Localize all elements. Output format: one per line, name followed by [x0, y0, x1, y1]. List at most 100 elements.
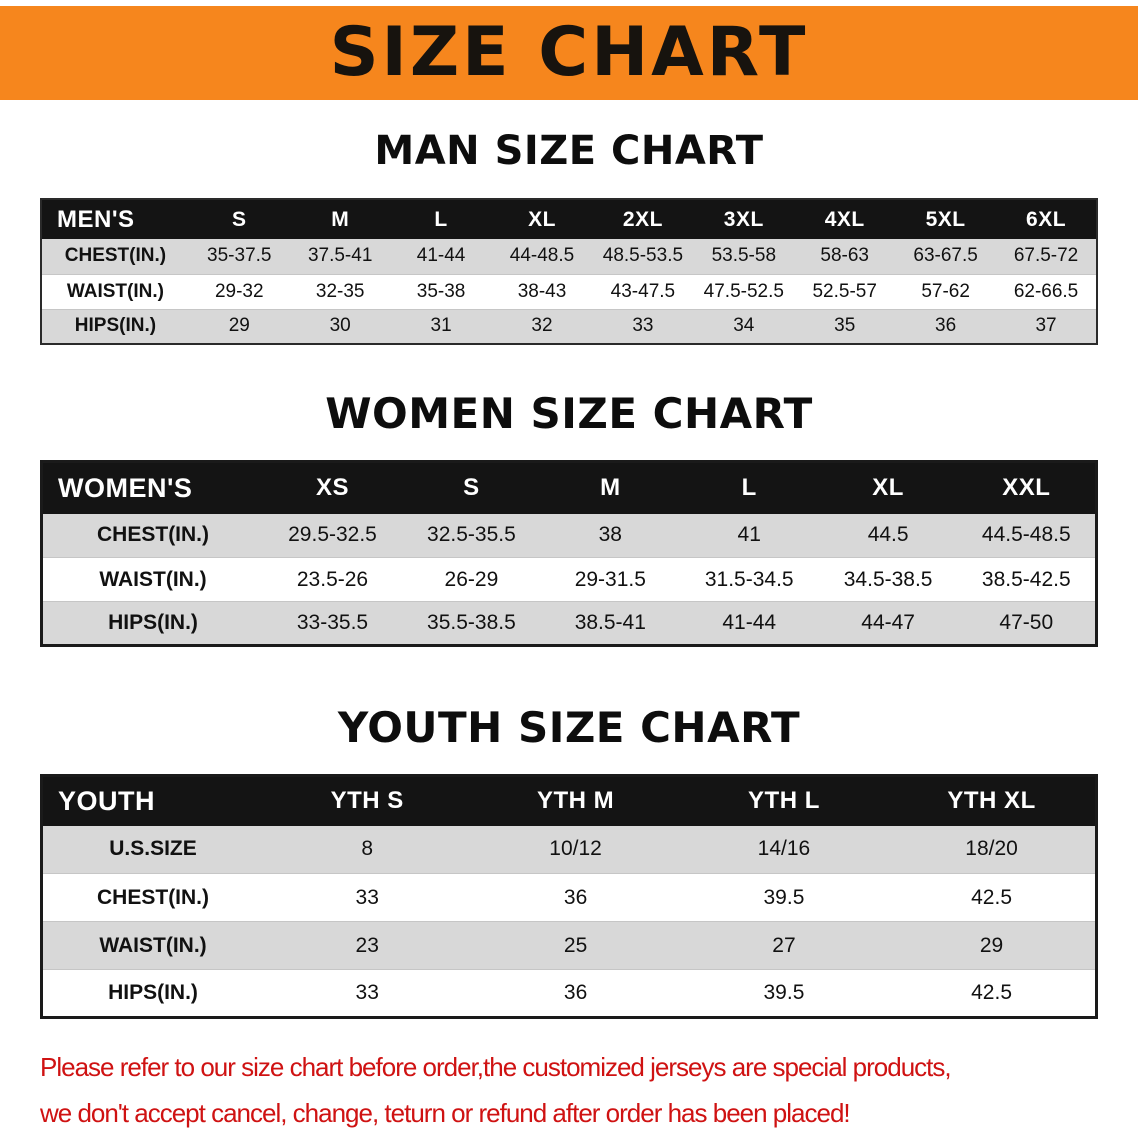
- measure-value-cell: 39.5: [679, 873, 889, 922]
- measure-label-cell: HIPS(IN.): [41, 601, 264, 646]
- measure-value-cell: 33-35.5: [263, 601, 402, 646]
- men-section-heading: MAN SIZE CHART: [374, 128, 764, 174]
- measure-value-cell: 36: [471, 873, 680, 922]
- measure-value-cell: 44.5-48.5: [957, 513, 1097, 558]
- measure-value-cell: 8: [263, 825, 472, 874]
- measure-value-cell: 58-63: [794, 239, 896, 275]
- measure-label-cell: CHEST(IN.): [41, 873, 264, 922]
- measure-value-cell: 39.5: [679, 969, 889, 1018]
- table-row: HIPS(IN.) 29 30 31 32 33 34 35 36 37: [41, 309, 1097, 345]
- size-header-cell: YTH XL: [888, 775, 1097, 826]
- size-header-cell: M: [540, 461, 680, 514]
- measure-value-cell: 35-38: [390, 274, 492, 310]
- measure-value-cell: 29: [888, 921, 1097, 970]
- measure-value-cell: 36: [471, 969, 680, 1018]
- measure-value-cell: 38-43: [491, 274, 593, 310]
- women-section-heading: WOMEN SIZE CHART: [325, 389, 813, 438]
- measure-value-cell: 33: [263, 873, 472, 922]
- table-row: CHEST(IN.) 29.5-32.5 32.5-35.5 38 41 44.5 44.5…: [41, 513, 1097, 558]
- table-row: HIPS(IN.) 33 36 39.5 42.5: [41, 969, 1097, 1018]
- size-header-cell: XXL: [957, 461, 1097, 514]
- size-header-cell: 3XL: [693, 199, 795, 239]
- measure-value-cell: 44-48.5: [491, 239, 593, 275]
- measure-value-cell: 18/20: [888, 825, 1097, 874]
- youth-section-heading: YOUTH SIZE CHART: [337, 703, 801, 752]
- table-header-row: WOMEN'S XS S M L XL XXL: [41, 461, 1097, 514]
- size-header-cell: S: [188, 199, 290, 239]
- measure-value-cell: 37: [996, 309, 1097, 345]
- measure-value-cell: 41-44: [679, 601, 819, 646]
- measure-label-cell: HIPS(IN.): [41, 969, 264, 1018]
- measure-value-cell: 48.5-53.5: [592, 239, 694, 275]
- size-header-cell: L: [390, 199, 492, 239]
- size-header-cell: 5XL: [895, 199, 997, 239]
- size-header-cell: XS: [263, 461, 402, 514]
- measure-value-cell: 33: [263, 969, 472, 1018]
- measure-value-cell: 38: [540, 513, 680, 558]
- measure-value-cell: 23.5-26: [263, 557, 402, 602]
- table-row: WAIST(IN.) 23.5-26 26-29 29-31.5 31.5-34.5 34…: [41, 557, 1097, 602]
- measure-value-cell: 63-67.5: [895, 239, 997, 275]
- measure-label-cell: CHEST(IN.): [41, 513, 264, 558]
- measure-value-cell: 35-37.5: [188, 239, 290, 275]
- measure-value-cell: 38.5-42.5: [957, 557, 1097, 602]
- measure-value-cell: 26-29: [401, 557, 541, 602]
- measure-value-cell: 27: [679, 921, 889, 970]
- measure-value-cell: 29-31.5: [540, 557, 680, 602]
- measure-value-cell: 32: [491, 309, 593, 345]
- measure-value-cell: 35.5-38.5: [401, 601, 541, 646]
- measure-value-cell: 47-50: [957, 601, 1097, 646]
- size-header-cell: M: [289, 199, 391, 239]
- table-row: WAIST(IN.) 23 25 27 29: [41, 921, 1097, 970]
- table-title-cell: MEN'S: [41, 199, 189, 239]
- measure-label-cell: WAIST(IN.): [41, 921, 264, 970]
- measure-value-cell: 29-32: [188, 274, 290, 310]
- measure-value-cell: 30: [289, 309, 391, 345]
- size-header-cell: S: [401, 461, 541, 514]
- measure-value-cell: 37.5-41: [289, 239, 391, 275]
- measure-value-cell: 31.5-34.5: [679, 557, 819, 602]
- size-header-cell: YTH L: [679, 775, 889, 826]
- measure-value-cell: 44-47: [818, 601, 958, 646]
- measure-value-cell: 53.5-58: [693, 239, 795, 275]
- measure-value-cell: 32-35: [289, 274, 391, 310]
- measure-value-cell: 29.5-32.5: [263, 513, 402, 558]
- size-header-cell: L: [679, 461, 819, 514]
- measure-value-cell: 41: [679, 513, 819, 558]
- table-title-cell: YOUTH: [41, 775, 264, 826]
- men-size-table: MEN'S S M L XL 2XL 3XL 4XL 5XL 6XL CHEST(IN.) 35-37…: [40, 198, 1098, 345]
- measure-value-cell: 29: [188, 309, 290, 345]
- measure-value-cell: 32.5-35.5: [401, 513, 541, 558]
- measure-value-cell: 67.5-72: [996, 239, 1097, 275]
- measure-value-cell: 36: [895, 309, 997, 345]
- table-row: HIPS(IN.) 33-35.5 35.5-38.5 38.5-41 41-44 44-…: [41, 601, 1097, 646]
- measure-value-cell: 34: [693, 309, 795, 345]
- size-header-cell: YTH M: [471, 775, 680, 826]
- disclaimer-text: Please refer to our size chart before or…: [40, 1045, 1138, 1136]
- measure-value-cell: 23: [263, 921, 472, 970]
- measure-label-cell: CHEST(IN.): [41, 239, 189, 275]
- disclaimer-line-2: we don't accept cancel, change, teturn o…: [40, 1097, 851, 1128]
- table-row: U.S.SIZE 8 10/12 14/16 18/20: [41, 825, 1097, 874]
- size-header-cell: XL: [818, 461, 958, 514]
- measure-label-cell: WAIST(IN.): [41, 274, 189, 310]
- measure-value-cell: 10/12: [471, 825, 680, 874]
- measure-value-cell: 43-47.5: [592, 274, 694, 310]
- measure-value-cell: 42.5: [888, 873, 1097, 922]
- size-header-cell: 6XL: [996, 199, 1097, 239]
- measure-value-cell: 38.5-41: [540, 601, 680, 646]
- women-size-table: WOMEN'S XS S M L XL XXL CHEST(IN.) 29.5-32.5 32.5…: [40, 460, 1098, 647]
- table-header-row: YOUTH YTH S YTH M YTH L YTH XL: [41, 775, 1097, 826]
- table-row: CHEST(IN.) 35-37.5 37.5-41 41-44 44-48.5 48.5…: [41, 239, 1097, 275]
- banner-title: SIZE CHART: [329, 13, 809, 92]
- size-header-cell: 2XL: [592, 199, 694, 239]
- size-header-cell: YTH S: [263, 775, 472, 826]
- size-header-cell: XL: [491, 199, 593, 239]
- table-title-cell: WOMEN'S: [41, 461, 264, 514]
- measure-value-cell: 25: [471, 921, 680, 970]
- size-chart-banner: SIZE CHART: [0, 6, 1138, 100]
- measure-value-cell: 14/16: [679, 825, 889, 874]
- disclaimer-line-1: Please refer to our size chart before or…: [40, 1052, 952, 1082]
- measure-value-cell: 62-66.5: [996, 274, 1097, 310]
- measure-value-cell: 44.5: [818, 513, 958, 558]
